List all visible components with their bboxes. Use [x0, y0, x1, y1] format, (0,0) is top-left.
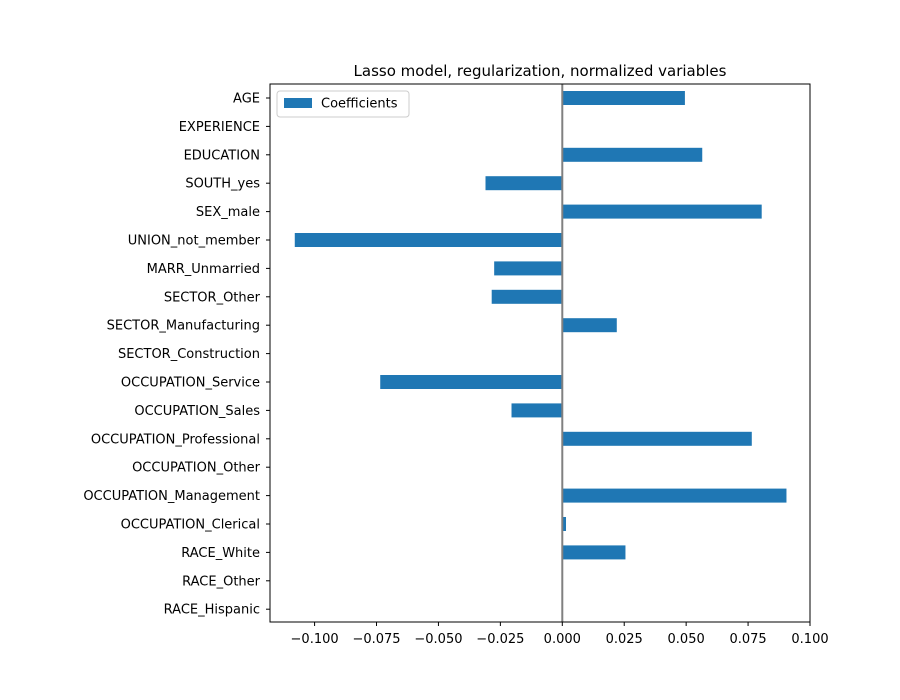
bar-occupation-clerical	[562, 517, 567, 531]
y-tick-label: RACE_Other	[182, 574, 261, 589]
x-tick-label: −0.075	[352, 632, 400, 647]
legend-box	[276, 90, 410, 118]
y-tick-label: RACE_Hispanic	[164, 603, 260, 618]
y-tick-label: SECTOR_Construction	[118, 347, 260, 362]
x-tick-label: 0.075	[729, 632, 766, 647]
y-tick-label: OCCUPATION_Other	[132, 461, 261, 476]
bar-occupation-management	[562, 488, 787, 503]
legend-label: Coefficients	[321, 97, 398, 112]
bar-age	[562, 91, 685, 105]
bar-education	[562, 147, 703, 162]
y-tick-label: OCCUPATION_Service	[121, 376, 260, 391]
bar-race-white	[562, 545, 626, 560]
y-tick-label: SECTOR_Manufacturing	[107, 319, 260, 334]
x-tick-label: 0.025	[606, 632, 643, 647]
x-tick-label: −0.025	[476, 632, 524, 647]
y-axis: AGE EXPERIENCE EDUCATION SOUTH_yes SEX_male U…	[83, 92, 270, 618]
bar-south-yes	[485, 176, 563, 191]
bar-occupation-service	[380, 375, 563, 389]
bar-sector-other	[491, 289, 563, 304]
y-tick-label: AGE	[233, 92, 260, 107]
y-tick-label: EXPERIENCE	[179, 120, 260, 135]
y-tick-label: UNION_not_member	[128, 234, 261, 249]
y-tick-label: SEX_male	[196, 205, 260, 220]
bar-union-not-member	[294, 233, 563, 247]
y-tick-label: OCCUPATION_Professional	[91, 432, 260, 447]
bar-sector-manufacturing	[562, 318, 617, 333]
y-tick-label: RACE_White	[181, 546, 260, 561]
bar-marr-unmarried	[494, 261, 563, 276]
legend: Coefficients	[276, 90, 410, 118]
y-tick-label: SECTOR_Other	[164, 290, 261, 305]
y-tick-label: OCCUPATION_Management	[83, 489, 260, 504]
x-tick-label: −0.050	[414, 632, 462, 647]
x-tick-label: −0.100	[291, 632, 339, 647]
y-tick-label: MARR_Unmarried	[147, 262, 260, 277]
y-tick-label: SOUTH_yes	[185, 177, 260, 192]
bar-occupation-professional	[562, 431, 752, 446]
plot-frame	[269, 83, 811, 623]
x-axis: −0.100 −0.075 −0.050 −0.025 0.000 0.025 0.050 0…	[291, 622, 829, 647]
bar-occupation-sales	[511, 403, 563, 418]
x-tick-label: 0.000	[544, 632, 581, 647]
x-tick-label: 0.100	[791, 632, 828, 647]
chart-title: Lasso model, regularization, normalized …	[354, 62, 727, 80]
bar-sex-male	[562, 204, 762, 219]
x-tick-label: 0.050	[668, 632, 705, 647]
y-tick-label: OCCUPATION_Sales	[134, 404, 260, 419]
legend-swatch	[284, 98, 312, 108]
y-tick-label: OCCUPATION_Clerical	[121, 518, 260, 533]
bars-layer	[294, 91, 787, 560]
y-tick-label: EDUCATION	[184, 148, 260, 163]
